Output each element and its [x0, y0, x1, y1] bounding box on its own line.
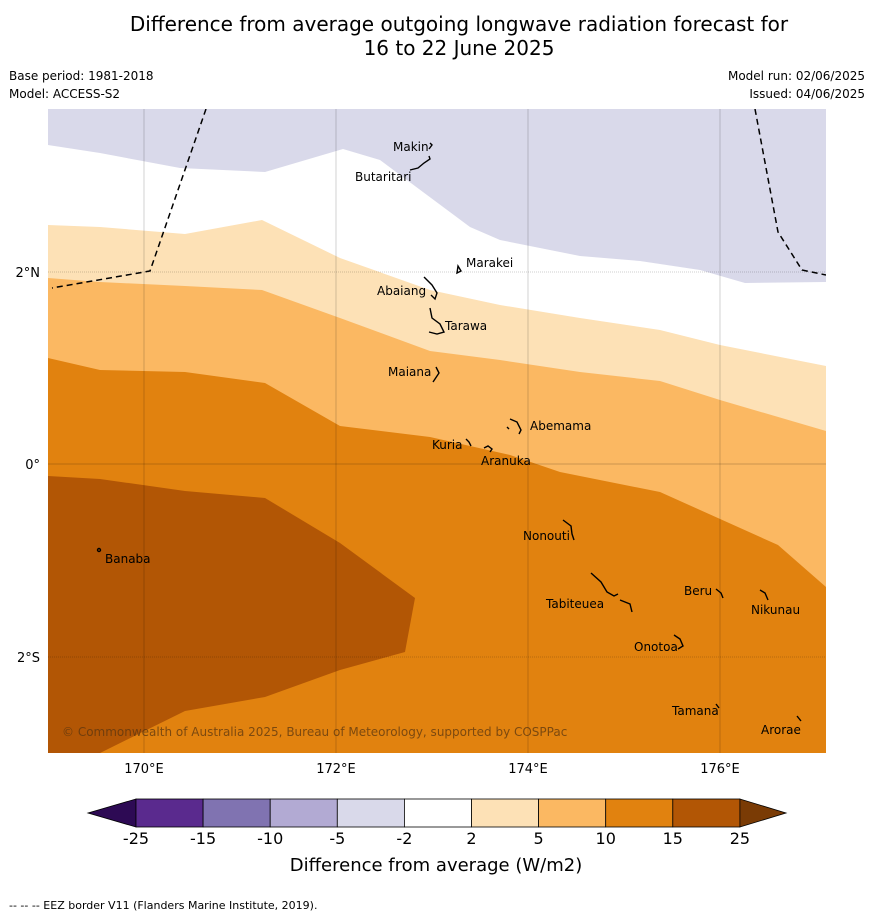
base-period: Base period: 1981-2018 [9, 69, 154, 83]
island-shape-makin [428, 142, 433, 150]
copyright-note: © Commonwealth of Australia 2025, Bureau… [62, 725, 567, 739]
map-title: Difference from average outgoing longwav… [0, 12, 873, 60]
island-label-abemama: Abemama [530, 419, 591, 433]
colorbar-extend-high [739, 798, 788, 828]
title-line-2: 16 to 22 June 2025 [363, 36, 555, 60]
island-label-maiana: Maiana [388, 365, 431, 379]
anomaly-fields [48, 109, 826, 753]
colorbar: -25 -15 -10 -5 -2 2 5 10 15 25 Difference from av… [86, 798, 788, 876]
island-shape-banaba [96, 547, 102, 553]
island-shape-nikunau [759, 589, 769, 601]
eez-footer-note: -- -- -- EEZ border V11 (Flanders Marine… [9, 899, 318, 912]
colorbar-tick-label: -2 [396, 829, 412, 848]
lon-label-170e: 170°E [124, 762, 164, 777]
colorbar-extend-low [86, 798, 137, 828]
colorbar-tick-label: -5 [329, 829, 345, 848]
island-label-nonouti: Nonouti [523, 529, 570, 543]
island-label-butaritari: Butaritari [355, 170, 412, 184]
island-label-aranuka: Aranuka [481, 454, 531, 468]
lat-label-2n: 2°N [16, 266, 41, 281]
colorbar-boxes [86, 798, 788, 828]
lat-label-2s: 2°S [17, 651, 40, 666]
meta-right: Model run: 02/06/2025 Issued: 04/06/2025 [728, 67, 865, 103]
island-label-beru: Beru [684, 584, 712, 598]
island-shape-kuria [465, 438, 472, 447]
field-15-25 [48, 476, 415, 753]
colorbar-box--5-to--2 [336, 798, 405, 828]
issued-date: Issued: 04/06/2025 [749, 87, 865, 101]
colorbar-title: Difference from average (W/m2) [290, 855, 582, 876]
colorbar-box--2-to-2 [403, 798, 472, 828]
island-shape-beru [715, 588, 724, 599]
island-shape-abemama [506, 418, 522, 435]
eez-border-west [51, 109, 207, 289]
lon-labels: 170°E 172°E 174°E 176°E [124, 762, 740, 777]
island-shape-onotoa [673, 634, 684, 650]
island-label-onotoa: Onotoa [634, 640, 678, 654]
colorbar-box-2-to-5 [471, 798, 539, 828]
island-labels: Makin Butaritari Marakei Abaiang Tarawa Maian… [105, 140, 801, 737]
colorbar-box--10-to--5 [269, 798, 338, 828]
island-shape-nonouti [562, 519, 575, 541]
colorbar-box--15-to--10 [202, 798, 271, 828]
island-shape-tabiteuea [590, 572, 633, 613]
island-label-arorae: Arorae [761, 723, 801, 737]
eez-borders [51, 109, 826, 289]
lon-label-176e: 176°E [700, 762, 740, 777]
graticule [48, 109, 826, 753]
field-minus-2-5 [48, 109, 826, 283]
colorbar-ticks: -25 -15 -10 -5 -2 2 5 10 15 25 [123, 829, 750, 848]
island-label-marakei: Marakei [466, 256, 513, 270]
colorbar-tick-label: 25 [730, 829, 750, 848]
lon-label-172e: 172°E [316, 762, 356, 777]
colorbar-tick-label: -25 [123, 829, 149, 848]
colorbar-tick-label: -15 [190, 829, 216, 848]
colorbar-box-10-to-15 [605, 798, 674, 828]
colorbar-tick-label: 5 [534, 829, 544, 848]
island-shape-tarawa [428, 307, 446, 335]
island-label-kuria: Kuria [432, 438, 463, 452]
island-label-tamana: Tamana [671, 704, 719, 718]
island-label-tabiteuea: Tabiteuea [545, 597, 604, 611]
title-line-1: Difference from average outgoing longwav… [129, 12, 789, 36]
meta-left: Base period: 1981-2018 Model: ACCESS-S2 [9, 67, 154, 103]
colorbar-box-5-to-10 [538, 798, 607, 828]
model-run: Model run: 02/06/2025 [727, 69, 865, 83]
lon-label-174e: 174°E [508, 762, 548, 777]
island-outlines [96, 142, 802, 722]
island-shape-aranuka [483, 445, 493, 453]
island-label-banaba: Banaba [105, 552, 151, 566]
colorbar-tick-label: 2 [466, 829, 476, 848]
eez-border-east [754, 109, 826, 276]
island-shape-tamana [715, 703, 720, 709]
colorbar-tick-label: -10 [257, 829, 283, 848]
island-shape-arorae [796, 715, 802, 722]
island-shape-butaritari [409, 155, 431, 171]
colorbar-tick-label: 10 [596, 829, 616, 848]
lat-labels: 2°N 0° 2°S [16, 266, 41, 666]
colorbar-box--25-to--15 [135, 798, 204, 828]
island-shape-marakei [456, 263, 462, 275]
island-label-makin: Makin [393, 140, 429, 154]
island-label-abaiang: Abaiang [377, 284, 426, 298]
model-name: Model: ACCESS-S2 [9, 87, 121, 101]
colorbar-tick-label: 15 [663, 829, 683, 848]
colorbar-box-15-to-25 [672, 798, 741, 828]
island-label-tarawa: Tarawa [444, 319, 487, 333]
lat-label-equator: 0° [25, 458, 40, 473]
island-shape-maiana [432, 366, 440, 383]
island-shape-abaiang [423, 276, 438, 301]
island-label-nikunau: Nikunau [751, 603, 800, 617]
